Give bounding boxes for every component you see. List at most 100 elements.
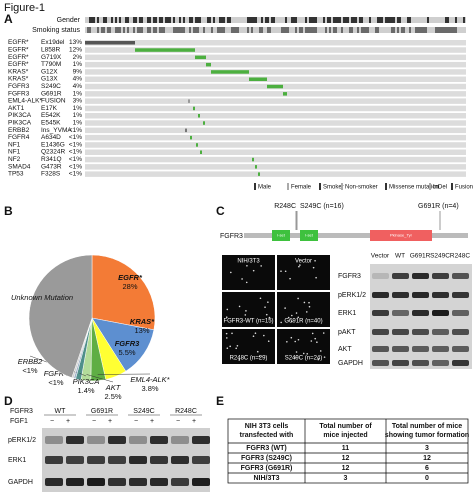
- track-cell: [335, 17, 337, 23]
- treatment-mark: −: [92, 418, 96, 425]
- band: [452, 310, 469, 316]
- track-cell: [377, 27, 379, 33]
- colony: [260, 265, 262, 267]
- track-cell: [141, 17, 143, 23]
- colony: [267, 340, 270, 342]
- colony: [323, 356, 326, 358]
- track-cell: [415, 27, 417, 33]
- track-cell: [139, 17, 141, 23]
- mutation-cells: [135, 48, 195, 52]
- slice-name: FGFR4: [44, 369, 69, 378]
- site-label: G691R (n=4): [418, 203, 459, 210]
- colony-label: FGFR3-WT (n=15): [223, 319, 273, 325]
- track-cell: [249, 17, 251, 23]
- track-cell: [309, 27, 311, 33]
- track-cell: [447, 17, 449, 23]
- track-cell: [169, 17, 171, 23]
- band: [66, 478, 84, 486]
- mutation-cells: [258, 172, 260, 176]
- lane-label: WT: [55, 408, 67, 415]
- colony: [229, 345, 231, 348]
- construct-label: FGFR3: [10, 408, 33, 415]
- track-cell: [379, 17, 381, 23]
- colony: [287, 316, 290, 319]
- band: [412, 329, 429, 335]
- treatment-mark: −: [50, 418, 54, 425]
- domain: [300, 230, 318, 241]
- track-cell: [325, 27, 327, 33]
- track-cell: [407, 17, 409, 23]
- track-cell: [345, 17, 347, 23]
- frequency-label: 1%: [73, 105, 83, 112]
- track-cell: [139, 27, 141, 33]
- table-cell: 3: [425, 445, 429, 452]
- track-cell: [381, 17, 383, 23]
- slice-name: PIK3CA: [73, 377, 100, 386]
- frequency-label: 13%: [69, 39, 82, 46]
- colony-label: NIH/3T3: [237, 259, 260, 265]
- track-cell: [425, 27, 427, 33]
- treatment-label: FGF1: [10, 418, 28, 425]
- track-cell: [133, 27, 135, 33]
- track-cell: [403, 27, 405, 33]
- band: [432, 360, 449, 366]
- slice-value: 5.5%: [118, 348, 135, 357]
- track-cell: [441, 27, 443, 33]
- table-frame: [227, 418, 469, 484]
- colony: [230, 271, 232, 274]
- track-cell: [455, 27, 457, 33]
- track-cell: [233, 27, 235, 33]
- track-cell: [329, 27, 331, 33]
- gene-label: ERBB2: [8, 127, 30, 134]
- track-cell: [237, 27, 239, 33]
- frequency-label: 2%: [73, 54, 83, 61]
- colony: [226, 308, 229, 311]
- band: [432, 346, 449, 352]
- colony: [246, 264, 248, 267]
- band: [66, 456, 84, 464]
- domain: [370, 230, 432, 241]
- track-cell: [209, 17, 211, 23]
- band: [171, 436, 189, 444]
- frequency-label: 1%: [73, 90, 83, 97]
- frequency-label: <1%: [69, 134, 82, 141]
- lane-label: G691R: [410, 253, 431, 260]
- mutation-label: FUSION: [41, 98, 66, 105]
- mutation-cells: [249, 77, 267, 81]
- frequency-label: <1%: [69, 141, 82, 148]
- gene-label: EGFR*: [8, 47, 29, 54]
- colony: [252, 335, 255, 338]
- row-bg: [85, 47, 466, 53]
- mutation-label: E545K: [41, 120, 61, 127]
- gene-label: SMAD4: [8, 163, 31, 170]
- colony: [268, 316, 271, 319]
- colony: [238, 305, 241, 308]
- lane-label: R248C: [175, 408, 197, 415]
- mutation-label: S249C: [41, 83, 61, 90]
- track-cell: [103, 27, 105, 33]
- slice-name: FGFR3: [115, 339, 140, 348]
- track-cell: [115, 17, 117, 23]
- lane-label: WT: [395, 253, 405, 260]
- track-cell: [401, 27, 403, 33]
- slice-name: AKT: [105, 383, 122, 392]
- blot-row-label: FGFR3: [338, 273, 361, 280]
- colony: [267, 301, 269, 303]
- track-cell: [349, 27, 351, 33]
- colony: [226, 347, 229, 350]
- track-cell: [341, 27, 343, 33]
- track-cell: [115, 27, 117, 33]
- track-cell: [211, 27, 213, 33]
- track-cell: [339, 17, 341, 23]
- table-cell: FGFR3 (S249C): [241, 455, 292, 462]
- row-bg: [85, 156, 466, 163]
- track-cell: [351, 27, 353, 33]
- colony: [290, 336, 293, 339]
- track-cell: [313, 27, 315, 33]
- mutation-label: A634D: [41, 134, 61, 141]
- legend-swatch: [341, 183, 343, 190]
- mutation-cells: [252, 157, 254, 162]
- gene-label: PIK3CA: [8, 112, 32, 119]
- track-cell: [409, 27, 411, 33]
- track-cell: [155, 27, 157, 33]
